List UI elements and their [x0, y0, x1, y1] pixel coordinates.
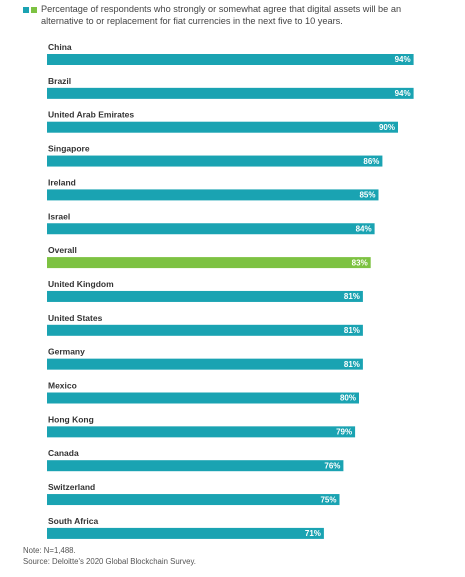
bar-united-arab-emirates [47, 121, 398, 133]
category-label-ireland: Ireland [48, 177, 76, 187]
category-label-canada: Canada [48, 448, 79, 458]
bar-israel [47, 223, 375, 235]
category-label-united-arab-emirates: United Arab Emirates [48, 110, 134, 120]
value-label-mexico: 80% [340, 394, 356, 403]
value-label-ireland: 85% [359, 191, 375, 200]
bar-singapore [47, 155, 383, 167]
category-label-hong-kong: Hong Kong [48, 414, 94, 424]
chart-legend: Percentage of respondents who strongly o… [23, 4, 438, 27]
chart-notes: Note: N=1,488. Source: Deloitte's 2020 G… [23, 545, 196, 567]
bar-united-kingdom [47, 290, 363, 302]
bar-china [47, 54, 414, 65]
category-label-mexico: Mexico [48, 381, 77, 391]
legend-swatch-teal [23, 7, 29, 13]
bar-hong-kong [47, 426, 356, 438]
legend-swatches [23, 7, 37, 13]
bar-mexico [47, 392, 359, 404]
value-label-united-arab-emirates: 90% [379, 123, 395, 132]
value-label-israel: 84% [356, 224, 372, 233]
bar-chart: China 94% Brazil 94% United Arab Emirates 90%… [47, 42, 414, 539]
value-label-switzerland: 75% [320, 495, 336, 504]
bar-germany [47, 358, 363, 370]
category-label-united-kingdom: United Kingdom [48, 279, 114, 289]
value-label-united-states: 81% [344, 326, 360, 335]
category-label-south-africa: South Africa [48, 516, 98, 526]
value-label-brazil: 94% [395, 89, 411, 98]
category-label-germany: Germany [48, 347, 85, 357]
category-label-singapore: Singapore [48, 144, 90, 154]
source-text: Source: Deloitte's 2020 Global Blockchai… [23, 557, 196, 566]
value-label-singapore: 86% [363, 157, 379, 166]
category-label-overall: Overall [48, 245, 77, 255]
bar-south-africa [47, 527, 324, 539]
value-label-canada: 76% [324, 461, 340, 470]
value-label-germany: 81% [344, 360, 360, 369]
category-label-united-states: United States [48, 313, 103, 323]
category-label-israel: Israel [48, 211, 70, 221]
bar-canada [47, 460, 344, 472]
bar-united-states [47, 324, 363, 336]
bar-ireland [47, 189, 379, 201]
legend-swatch-green [31, 7, 37, 13]
value-label-hong-kong: 79% [336, 428, 352, 437]
value-label-united-kingdom: 81% [344, 292, 360, 301]
note-text: Note: N=1,488. [23, 546, 76, 555]
category-label-brazil: Brazil [48, 76, 71, 86]
bar-overall [47, 257, 371, 269]
category-label-china: China [48, 42, 72, 52]
legend-text: Percentage of respondents who strongly o… [41, 4, 402, 26]
category-label-switzerland: Switzerland [48, 482, 95, 492]
value-label-overall: 83% [352, 258, 368, 267]
value-label-south-africa: 71% [305, 529, 321, 538]
bar-switzerland [47, 494, 340, 506]
value-label-china: 94% [395, 55, 411, 64]
bar-brazil [47, 87, 414, 99]
